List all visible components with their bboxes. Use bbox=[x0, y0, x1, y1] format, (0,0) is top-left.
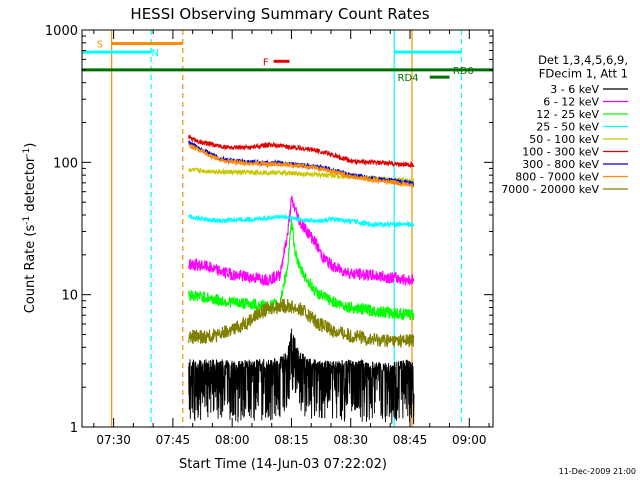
legend-header-2: FDecim 1, Att 1 bbox=[539, 67, 628, 81]
flag-label-s: S bbox=[97, 40, 103, 51]
x-tick-label: 08:45 bbox=[393, 433, 428, 447]
chart-title: HESSI Observing Summary Count Rates bbox=[130, 5, 429, 23]
series-line-2 bbox=[188, 195, 415, 287]
x-tick-label: 07:30 bbox=[96, 433, 131, 447]
series-line-1 bbox=[188, 328, 415, 425]
legend-label-7: 300 - 800 keV bbox=[522, 158, 599, 171]
x-axis-label: Start Time (14-Jun-03 07:22:02) bbox=[179, 457, 387, 472]
footer-date: 11-Dec-2009 21:00 bbox=[559, 467, 636, 476]
axes: 1 10 100 1000 07:30 07:45 08:00 08:15 08:30 08:45… bbox=[45, 24, 493, 447]
legend-label-9: 7000 - 20000 keV bbox=[501, 183, 599, 196]
legend-label-8: 800 - 7000 keV bbox=[515, 171, 599, 184]
legend-label-6: 100 - 300 keV bbox=[522, 146, 599, 159]
x-tick-label: 07:45 bbox=[156, 433, 191, 447]
series-line-6 bbox=[188, 134, 415, 168]
legend-header-1: Det 1,3,4,5,6,9, bbox=[538, 53, 628, 67]
flag-label-f: F bbox=[263, 57, 269, 68]
series-line-3 bbox=[188, 218, 415, 321]
legend-label-1: 3 - 6 keV bbox=[550, 83, 599, 96]
y-axis-label: Count Rate (s-1 detector-1) bbox=[22, 143, 38, 314]
legend: Det 1,3,4,5,6,9,FDecim 1, Att 1 3 - 6 keV… bbox=[501, 53, 628, 196]
y-tick-label: 1000 bbox=[45, 24, 78, 39]
y-tick-label: 10 bbox=[61, 289, 78, 304]
x-tick-label: 09:00 bbox=[452, 433, 487, 447]
flag-label-rd4: RD4 bbox=[398, 73, 419, 84]
x-tick-label: 08:30 bbox=[333, 433, 368, 447]
y-tick-label: 1 bbox=[70, 421, 78, 436]
flag-label-rd0: RD0 bbox=[453, 66, 474, 77]
legend-label-5: 50 - 100 keV bbox=[529, 133, 599, 146]
plot-frame bbox=[81, 29, 494, 428]
series-line-8 bbox=[188, 143, 415, 189]
x-tick-label: 08:15 bbox=[274, 433, 309, 447]
legend-label-4: 25 - 50 keV bbox=[536, 121, 599, 134]
series-line-9 bbox=[188, 298, 415, 348]
y-tick-label: 100 bbox=[53, 156, 78, 171]
legend-label-2: 6 - 12 keV bbox=[543, 96, 599, 109]
series-line-4 bbox=[188, 213, 415, 229]
legend-label-3: 12 - 25 keV bbox=[536, 108, 599, 121]
flag-bars-and-markers: S N F RD0 RD4 bbox=[82, 30, 493, 427]
x-tick-label: 08:00 bbox=[215, 433, 250, 447]
series-lines bbox=[188, 134, 415, 425]
flag-label-n: N bbox=[151, 48, 158, 59]
